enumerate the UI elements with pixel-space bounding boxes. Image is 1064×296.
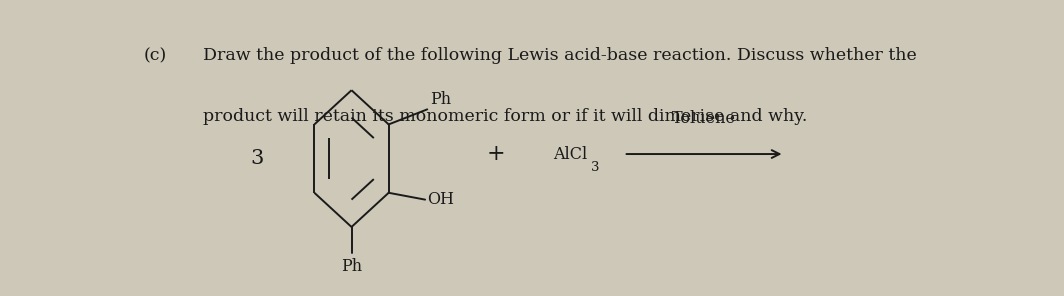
Text: 3: 3 [591,161,599,174]
Text: product will retain its monomeric form or if it will dimerise and why.: product will retain its monomeric form o… [203,108,808,126]
Text: Ph: Ph [340,258,362,274]
Text: 3: 3 [250,149,263,168]
Text: Toluene: Toluene [672,110,736,127]
Text: Draw the product of the following Lewis acid-base reaction. Discuss whether the: Draw the product of the following Lewis … [203,47,917,64]
Text: Ph: Ph [430,91,451,108]
Text: (c): (c) [144,47,167,64]
Text: OH: OH [428,191,454,208]
Text: AlCl: AlCl [553,146,587,163]
Text: +: + [486,143,505,165]
